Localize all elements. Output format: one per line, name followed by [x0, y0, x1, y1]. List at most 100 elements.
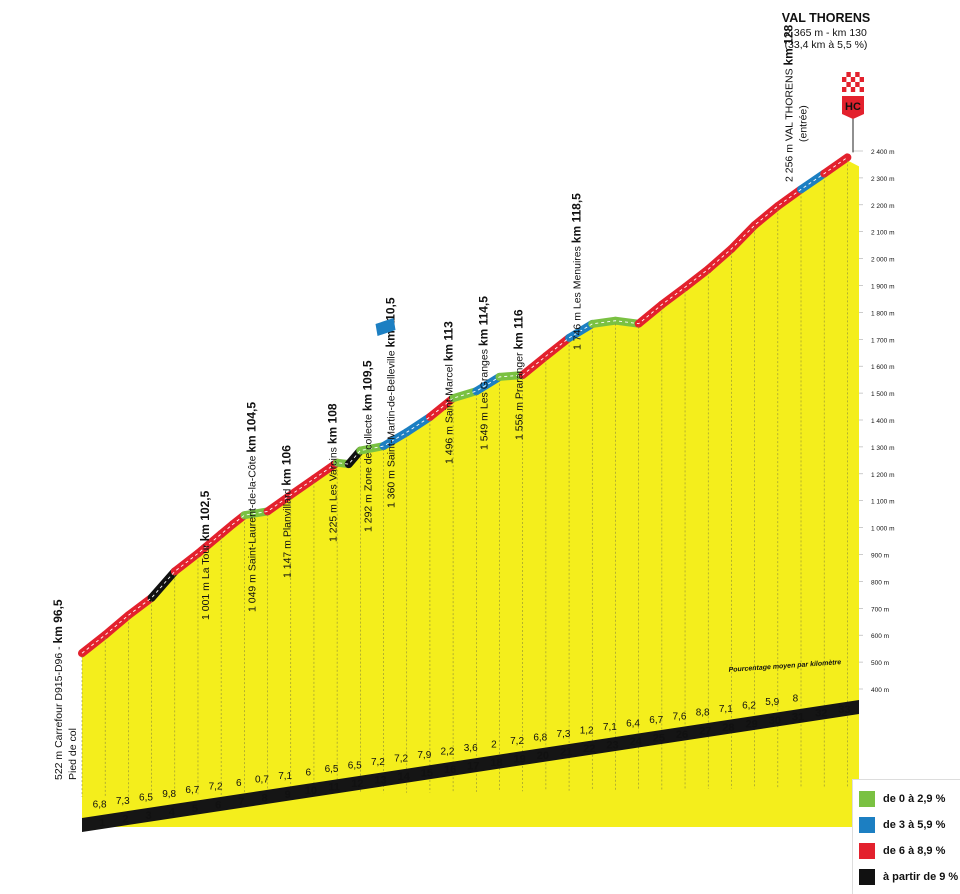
km-marker-label: 24: [630, 736, 643, 748]
km-marker-label: 7: [238, 796, 244, 808]
hc-badge-label: HC: [845, 101, 861, 113]
km-percent-label: 7,1: [278, 771, 292, 782]
km-marker-label: 9: [285, 789, 291, 801]
y-tick-label: 1 000 m: [871, 526, 895, 533]
poi-km: km 113: [442, 321, 456, 361]
km-percent-label: 7,2: [209, 782, 223, 793]
y-tick-label: 1 100 m: [871, 499, 895, 506]
km-percent-label: 5,9: [765, 697, 779, 708]
flag-check: [850, 72, 856, 77]
km-percent-label: 3,6: [464, 743, 478, 754]
km-marker-label: 30: [769, 715, 781, 727]
km-marker-label: 18: [490, 757, 502, 769]
poi-label: 2 256 m VAL THORENS km 128: [782, 24, 796, 182]
km-marker-label: 32: [815, 708, 827, 720]
km-percent-label: 6,2: [742, 701, 756, 712]
ridge-segment: [147, 567, 179, 602]
km-marker-label: 1: [99, 817, 105, 829]
poi-km: km 108: [326, 403, 340, 444]
poi-name: 1 549 m Les Granges: [478, 346, 490, 450]
km-percent-label: 6,8: [93, 799, 107, 810]
summit-subtitle-1: 2 365 m - km 130: [785, 27, 867, 39]
y-tick-label: 1 900 m: [871, 284, 895, 291]
legend-item-black: à partir de 9 %: [859, 866, 958, 888]
km-percent-label: 6,5: [348, 761, 362, 772]
km-marker-label: 5: [192, 803, 198, 815]
km-percent-label: 7,2: [394, 754, 408, 765]
flag-check: [850, 82, 856, 87]
poi-label: 1 049 m Saint-Laurent-de-la-Côte km 104,…: [245, 402, 259, 612]
poi-km: km 116: [511, 309, 525, 349]
legend-label-blue: de 3 à 5,9 %: [883, 819, 946, 831]
poi-sub-label: (entrée): [798, 105, 810, 142]
y-tick-label: 800 m: [871, 579, 889, 586]
km-percent-label: 7,1: [719, 704, 733, 715]
km-percent-label: 6: [236, 778, 242, 789]
y-tick-label: 1 400 m: [871, 418, 895, 425]
km-percent-label: 7,6: [672, 711, 686, 722]
legend-swatch-black: [859, 869, 875, 885]
km-percent-label: 9,8: [162, 789, 176, 800]
km-marker-label: 3: [146, 810, 152, 822]
poi-label: 1 225 m Les Varcins km 108: [326, 403, 340, 542]
km-marker-label: 13: [374, 775, 386, 787]
summit-subtitle-2: (33,4 km à 5,5 %): [785, 39, 868, 51]
profile-area: [82, 160, 859, 797]
km-marker-label: 6: [215, 799, 221, 811]
legend-swatch-green: [859, 791, 875, 807]
poi-km: km 96,5: [51, 599, 65, 643]
km-percent-label: 6: [306, 768, 312, 779]
flag-check: [855, 77, 860, 82]
km-percent-label: 7,9: [417, 750, 431, 761]
flag-check: [842, 72, 847, 77]
y-tick-label: 1 800 m: [871, 310, 895, 317]
km-marker-label: 22: [583, 743, 595, 755]
km-marker-label: 31: [792, 711, 804, 723]
km-marker-label: 33: [838, 704, 850, 716]
poi-km: km 114,5: [476, 296, 490, 346]
poi-name: 1 496 m Saint-Marcel: [444, 361, 456, 464]
km-marker-label: 21: [560, 746, 572, 758]
poi-km: km 109,5: [361, 360, 375, 411]
y-tick-label: 600 m: [871, 633, 889, 640]
flag-check: [859, 72, 864, 77]
poi-label: 1 746 m Les Menuires km 118,5: [569, 193, 583, 350]
poi-km: km 102,5: [198, 490, 212, 541]
km-percent-label: 2: [491, 739, 497, 750]
poi-name: 1 001 m La Tour: [200, 541, 212, 620]
y-tick-label: 1 300 m: [871, 445, 895, 452]
km-marker-label: 27: [699, 725, 711, 737]
summit-title: VAL THORENS: [782, 11, 870, 25]
km-percent-label: 7,2: [371, 757, 385, 768]
km-marker-label: 12: [351, 778, 363, 790]
km-marker-label: 17: [467, 761, 479, 773]
km-percent-label: 7,1: [603, 722, 617, 733]
hc-badge: [842, 96, 864, 119]
poi-km: km 118,5: [569, 193, 583, 243]
km-marker-label: 2: [122, 813, 128, 825]
poi-name: 1 360 m Saint-Martin-de-Belleville: [386, 348, 398, 508]
ridge-centre-line: [81, 157, 848, 654]
finish-flag-icon: [842, 72, 864, 92]
km-marker-label: 28: [722, 722, 734, 734]
poi-label: 522 m Carrefour D915-D96 - km 96,5: [51, 599, 65, 780]
y-tick-label: 1 500 m: [871, 391, 895, 398]
poi-km: km 106: [279, 445, 293, 486]
km-percent-label: 6,5: [325, 764, 339, 775]
km-percent-label: 0,7: [255, 775, 269, 786]
poi-name: 1 147 m Planvillard: [281, 486, 293, 578]
y-tick-label: 2 300 m: [871, 176, 895, 183]
poi-name: 1 556 m Praranger: [513, 350, 525, 440]
km-marker-label: 14: [398, 771, 411, 783]
poi-name: 1 746 m Les Menuires: [571, 243, 583, 350]
y-tick-label: 1 700 m: [871, 337, 895, 344]
legend-label-green: de 0 à 2,9 %: [883, 793, 946, 805]
km-percent-label: 6,5: [139, 792, 153, 803]
km-percent-label: 1,2: [580, 725, 594, 736]
km-marker-label: 4: [169, 806, 176, 818]
legend-swatch-blue: [859, 817, 875, 833]
legend-label-red: de 6 à 8,9 %: [883, 845, 946, 857]
legend-label-black: à partir de 9 %: [883, 871, 959, 883]
km-marker-label: 15: [421, 768, 433, 780]
poi-label: 1 496 m Saint-Marcel km 113: [442, 321, 456, 464]
